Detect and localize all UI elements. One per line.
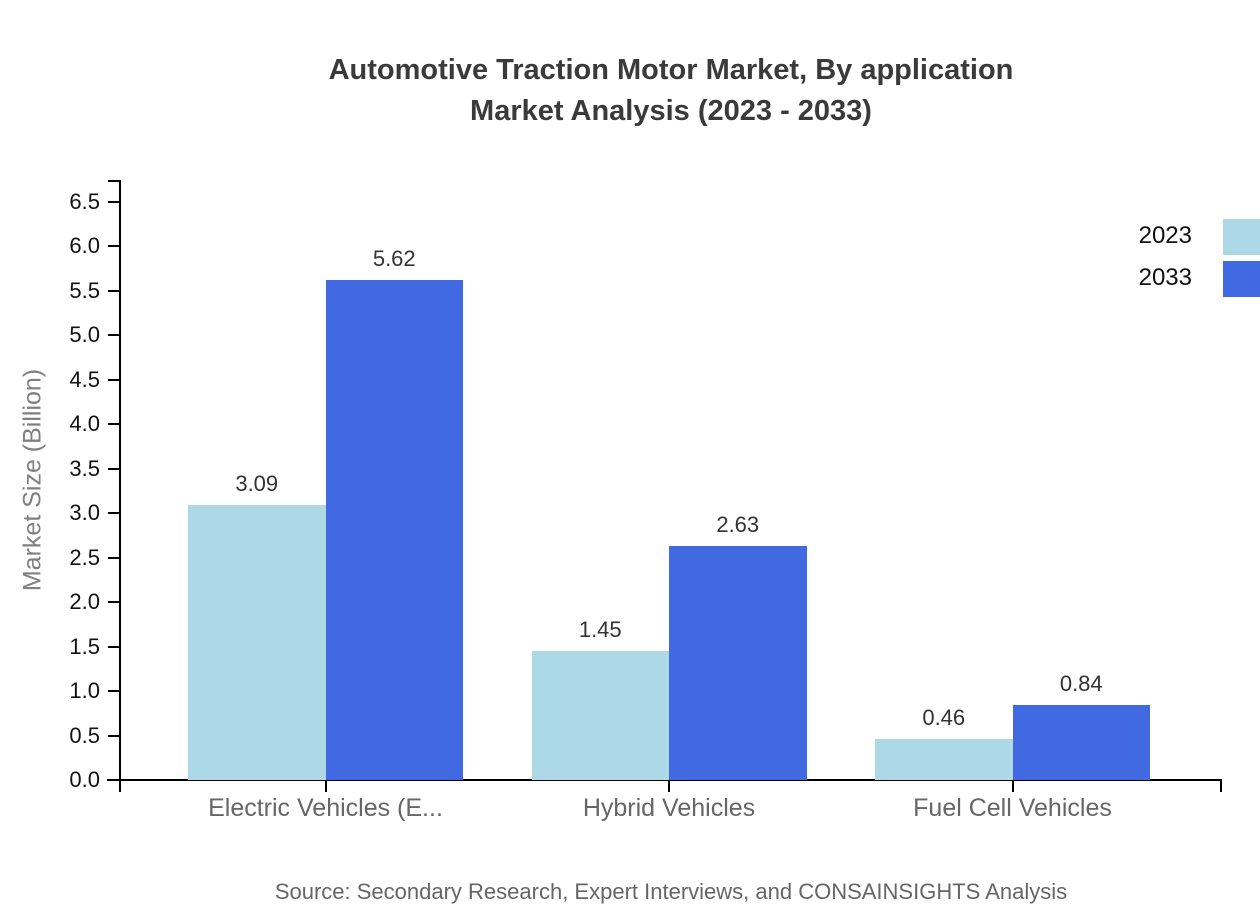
y-tick: [108, 467, 120, 470]
bar-2033-0: [325, 280, 463, 780]
y-tick: [108, 779, 120, 781]
y-tick-label: 0.5: [69, 722, 100, 748]
bar-value-label: 3.09: [235, 471, 279, 497]
x-tick: [1011, 780, 1014, 792]
y-tick-label: 3.0: [69, 500, 100, 526]
y-tick-label: 5.5: [69, 277, 100, 303]
y-tick-label: 2.0: [69, 589, 100, 615]
y-tick-label: 6.0: [69, 233, 100, 259]
bar-2023-2: [875, 739, 1013, 780]
category-label: Fuel Cell Vehicles: [913, 794, 1112, 822]
legend-swatch-2033: [1223, 261, 1260, 297]
y-tick: [108, 334, 120, 337]
y-tick: [108, 378, 120, 381]
bar-2033-2: [1012, 705, 1150, 780]
bar-value-label: 5.62: [372, 246, 416, 272]
x-axis-end-cap: [1220, 779, 1222, 792]
y-tick: [108, 734, 120, 737]
x-axis-line: [107, 779, 1222, 781]
bar-value-label: 2.63: [716, 512, 760, 538]
y-tick-label: 1.5: [69, 633, 100, 659]
category-label: Electric Vehicles (E...: [208, 794, 443, 822]
y-tick-label: 1.0: [69, 678, 100, 704]
category-label: Hybrid Vehicles: [582, 794, 756, 822]
y-tick: [108, 201, 120, 203]
y-tick: [108, 601, 120, 604]
bar-2023-0: [188, 505, 326, 780]
y-axis-line: [119, 180, 121, 792]
y-tick: [108, 556, 120, 559]
x-tick: [668, 780, 670, 792]
source-attribution: Source: Secondary Research, Expert Inter…: [274, 879, 1068, 904]
y-tick-label: 6.5: [69, 189, 100, 214]
y-tick-label: 4.5: [69, 366, 100, 392]
y-tick: [108, 645, 120, 648]
bar-2023-1: [531, 651, 669, 780]
y-tick: [108, 423, 120, 426]
x-tick: [324, 780, 327, 792]
legend-swatch-2023: [1223, 219, 1260, 255]
legend-label-2033: 2033: [1138, 264, 1192, 291]
chart-title-line1: Automotive Traction Motor Market, By app…: [328, 54, 1014, 86]
y-tick: [108, 512, 120, 515]
bar-value-label: 0.46: [922, 705, 966, 731]
y-tick-label: 3.5: [69, 455, 100, 481]
chart-title-line2: Market Analysis (2023 - 2033): [470, 95, 872, 127]
y-tick: [108, 245, 120, 248]
y-tick: [108, 289, 120, 292]
bar-value-label: 1.45: [578, 617, 622, 643]
y-tick-label: 4.0: [69, 411, 100, 437]
bar-2033-1: [669, 546, 807, 780]
chart-title: Automotive Traction Motor Market, By app…: [120, 50, 1222, 132]
legend-label-2023: 2023: [1138, 222, 1192, 249]
y-tick-label: 0.0: [69, 767, 100, 792]
y-tick-label: 2.5: [69, 544, 100, 570]
y-axis-top-cap: [108, 180, 121, 182]
bar-value-label: 0.84: [1059, 671, 1103, 697]
y-tick: [108, 690, 120, 693]
y-tick-label: 5.0: [69, 322, 100, 348]
